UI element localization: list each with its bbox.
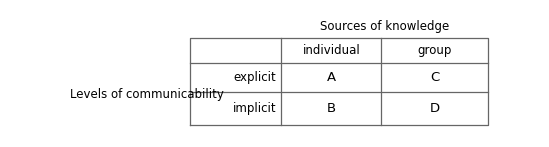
Text: C: C: [430, 71, 439, 84]
Text: A: A: [327, 71, 336, 84]
Text: Sources of knowledge: Sources of knowledge: [320, 20, 449, 33]
Text: group: group: [417, 44, 452, 57]
Text: D: D: [429, 102, 440, 115]
Text: individual: individual: [302, 44, 360, 57]
Text: B: B: [327, 102, 336, 115]
Text: implicit: implicit: [233, 102, 276, 115]
Text: Levels of communicability: Levels of communicability: [70, 88, 224, 101]
Text: explicit: explicit: [233, 71, 276, 84]
